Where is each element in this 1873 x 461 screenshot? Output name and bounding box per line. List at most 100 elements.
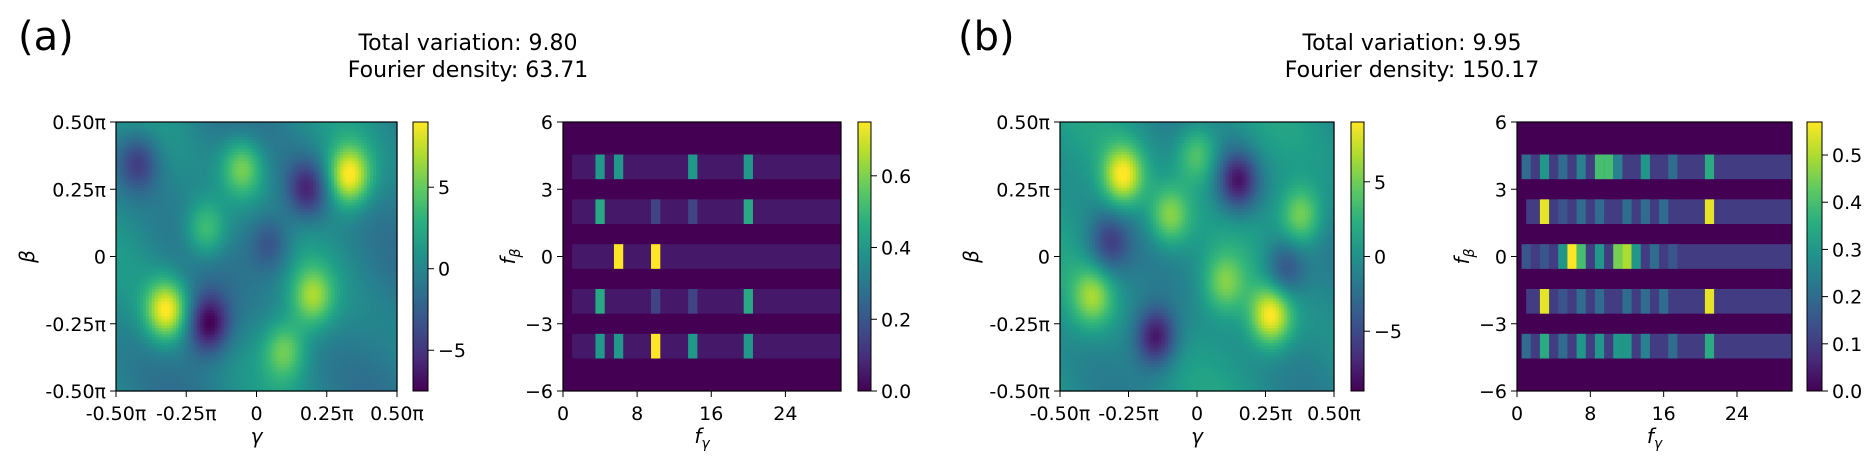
heatmap-cell (385, 175, 389, 180)
heatmap-cell (295, 151, 299, 156)
heatmap-cell (328, 136, 332, 141)
heatmap-cell (349, 205, 353, 210)
heatmap-cell (292, 214, 296, 219)
heatmap-cell (343, 271, 347, 276)
heatmap-cell (379, 190, 383, 195)
heatmap-cell (334, 274, 338, 279)
heatmap-cell (346, 238, 350, 243)
heatmap-cell (244, 184, 249, 189)
heatmap-cell (262, 122, 267, 126)
heatmap-cell (205, 175, 210, 180)
heatmap-cell (295, 262, 299, 267)
heatmap-cell (304, 148, 308, 153)
heatmap-cell (175, 274, 180, 279)
heatmap-cell (166, 241, 171, 246)
heatmap-cell (286, 265, 290, 270)
heatmap-cell (343, 142, 347, 147)
heatmap-cell (166, 133, 171, 138)
heatmap-cell (310, 178, 314, 183)
heatmap-cell (373, 178, 377, 183)
heatmap-cell (136, 211, 141, 216)
heatmap-cell (289, 208, 293, 213)
heatmap-cell (253, 226, 258, 231)
heatmap-cell (220, 250, 225, 255)
heatmap-cell (232, 253, 237, 258)
heatmap-cell (223, 130, 228, 135)
heatmap-cell (259, 175, 264, 180)
heatmap-cell (298, 172, 302, 177)
heatmap-cell (250, 136, 255, 141)
heatmap-cell (307, 247, 311, 252)
heatmap-cell (388, 217, 392, 222)
heatmap-cell (116, 154, 120, 159)
heatmap-cell (160, 262, 165, 267)
heatmap-cell (118, 145, 123, 150)
heatmap-cell (247, 262, 252, 267)
heatmap-cell (391, 184, 395, 189)
heatmap-cell (199, 145, 204, 150)
heatmap-cell (289, 172, 293, 177)
heatmap-cell (145, 154, 150, 159)
heatmap-cell (244, 274, 249, 279)
heatmap-cell (349, 199, 353, 204)
heatmap-cell (259, 241, 264, 246)
heatmap-cell (331, 172, 335, 177)
heatmap-cell (277, 124, 282, 129)
heatmap-cell (376, 253, 380, 258)
heatmap-cell (163, 142, 168, 147)
heatmap-cell (247, 136, 252, 141)
heatmap-cell (151, 139, 156, 144)
heatmap-cell (268, 244, 273, 249)
heatmap-cell (268, 154, 273, 159)
heatmap-cell (139, 133, 144, 138)
heatmap-cell (244, 151, 249, 156)
heatmap-cell (322, 274, 326, 279)
heatmap-cell (124, 277, 129, 282)
heatmap-cell (220, 136, 225, 141)
heatmap-cell (301, 169, 305, 174)
heatmap-cell (316, 241, 320, 246)
heatmap-cell (322, 139, 326, 144)
heatmap-cell (148, 277, 153, 282)
heatmap-cell (370, 181, 374, 186)
heatmap-cell (124, 274, 129, 279)
heatmap-cell (373, 190, 377, 195)
heatmap-cell (226, 205, 231, 210)
heatmap-cell (301, 211, 305, 216)
heatmap-cell (187, 250, 192, 255)
heatmap-cell (277, 181, 282, 186)
heatmap-cell (133, 217, 138, 222)
heatmap-cell (268, 256, 273, 261)
heatmap-cell (268, 271, 273, 276)
heatmap-cell (148, 169, 153, 174)
heatmap-cell (382, 172, 386, 177)
heatmap-cell (184, 247, 189, 252)
heatmap-cell (235, 145, 240, 150)
heatmap-cell (169, 262, 174, 267)
heatmap-cell (265, 256, 270, 261)
heatmap-cell (277, 133, 282, 138)
heatmap-cell (280, 238, 285, 243)
heatmap-cell (364, 250, 368, 255)
heatmap-cell (238, 229, 243, 234)
heatmap-cell (214, 169, 219, 174)
heatmap-cell (358, 202, 362, 207)
heatmap-cell (331, 196, 335, 201)
heatmap-cell (322, 127, 326, 132)
heatmap-cell (361, 178, 365, 183)
heatmap-cell (358, 163, 362, 168)
heatmap-cell (280, 244, 285, 249)
heatmap-cell (184, 202, 189, 207)
heatmap-cell (325, 130, 329, 135)
heatmap-cell (133, 139, 138, 144)
heatmap-cell (361, 199, 365, 204)
heatmap-cell (121, 157, 126, 162)
heatmap-cell (316, 202, 320, 207)
heatmap-cell (118, 124, 123, 129)
heatmap-cell (169, 241, 174, 246)
heatmap-cell (136, 148, 141, 153)
heatmap-cell (124, 259, 129, 264)
heatmap-cell (271, 262, 276, 267)
heatmap-cell (166, 196, 171, 201)
heatmap-cell (319, 172, 323, 177)
